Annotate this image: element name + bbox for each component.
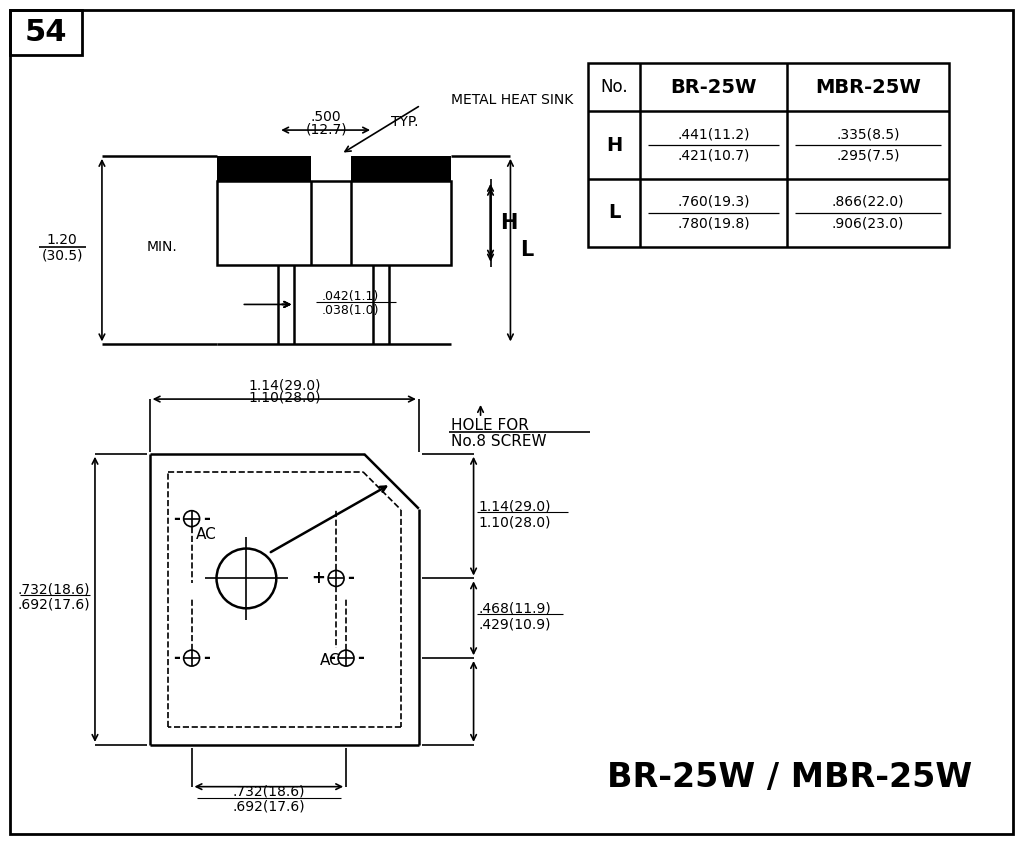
Text: 54: 54 [25,18,67,47]
Text: MIN.: MIN. [147,241,178,254]
Bar [217,181,451,264]
Text: .468(11.9): .468(11.9) [478,601,551,615]
Text: No.: No. [600,78,628,96]
Text: -: - [358,649,365,667]
Text: .692(17.6): .692(17.6) [233,799,306,814]
Text: (30.5): (30.5) [41,248,83,262]
Text: BR-25W: BR-25W [670,78,757,97]
Text: -: - [347,570,355,587]
Text: 1.14(29.0): 1.14(29.0) [478,499,551,513]
Text: -: - [328,649,334,667]
Text: -: - [174,510,180,528]
Text: -: - [203,649,210,667]
Text: AC: AC [320,652,341,668]
Bar [588,63,948,246]
Text: H: H [606,136,622,154]
Text: .500: .500 [311,110,341,124]
Text: TYP.: TYP. [390,115,418,129]
Text: 1.10(28.0): 1.10(28.0) [478,515,551,529]
Text: .295(7.5): .295(7.5) [836,149,900,163]
Text: H: H [501,213,518,233]
Text: .441(11.2): .441(11.2) [678,127,750,141]
Text: 1.20: 1.20 [47,233,78,247]
Text: .335(8.5): .335(8.5) [836,127,900,141]
Text: .421(10.7): .421(10.7) [678,149,750,163]
Text: L: L [520,241,533,260]
Text: AC: AC [195,528,217,542]
Text: 1.10(28.0): 1.10(28.0) [248,390,321,404]
Text: .906(23.0): .906(23.0) [832,217,904,230]
Bar [10,9,82,56]
Text: .429(10.9): .429(10.9) [478,617,551,631]
Text: .692(17.6): .692(17.6) [17,598,90,611]
Text: (12.7): (12.7) [306,122,346,136]
Text: MBR-25W: MBR-25W [816,78,921,97]
Bar [311,156,351,181]
Text: .042(1.1): .042(1.1) [321,290,378,303]
Text: .038(1.0): .038(1.0) [321,304,378,316]
Text: METAL HEAT SINK: METAL HEAT SINK [451,93,573,107]
Text: L: L [608,203,620,222]
Text: .732(18.6): .732(18.6) [233,785,306,798]
Text: HOLE FOR: HOLE FOR [451,419,528,434]
Text: BR-25W / MBR-25W: BR-25W / MBR-25W [607,761,972,794]
Text: .780(19.8): .780(19.8) [678,217,750,230]
Text: +: + [312,570,325,587]
Text: No.8 SCREW: No.8 SCREW [451,435,547,449]
Text: -: - [203,510,210,528]
Text: -: - [174,649,180,667]
Text: .732(18.6): .732(18.6) [17,582,90,597]
Text: .866(22.0): .866(22.0) [832,195,904,208]
Bar [217,156,451,181]
Text: .760(19.3): .760(19.3) [678,195,750,208]
Text: 1.14(29.0): 1.14(29.0) [248,378,321,392]
